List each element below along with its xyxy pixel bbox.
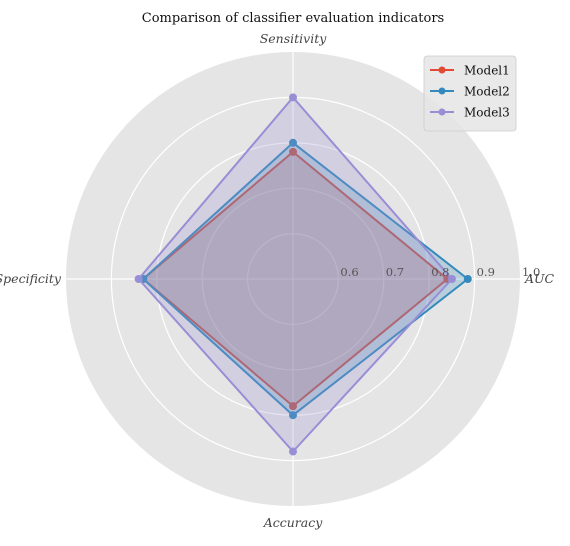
data-point-model3-sensitivity [289,93,297,102]
legend-item-model3: Model3 [430,106,510,120]
data-point-model1-sensitivity [289,147,297,156]
r-tick-label: 1.0 [522,265,540,279]
r-tick-label: 0.8 [431,265,449,279]
axis-label-specificity: Specificity [0,271,62,286]
axis-label-auc: AUC [524,271,555,286]
data-point-model3-specificity [134,275,143,283]
r-tick-label: 0.6 [340,265,358,279]
legend-item-model2: Model2 [430,85,510,99]
legend-item-model1: Model1 [430,64,510,78]
label-layer: 0.6 0.7 0.8 0.9 1.0 Sensitivity AUC Accuracy Spe… [0,31,555,530]
r-tick-label: 0.7 [386,265,404,279]
legend-marker [438,66,446,74]
legend-marker [438,108,446,116]
series-fill-model2 [143,142,468,416]
legend-label: Model3 [464,106,510,120]
data-point-model2-auc [463,275,472,283]
legend: Model1 Model2 Model3 [423,55,517,132]
chart-title: Comparison of classifier evaluation indi… [142,11,444,26]
axis-label-accuracy: Accuracy [263,515,324,530]
legend-marker [438,87,446,95]
series-layer [134,93,472,456]
data-point-model2-accuracy [289,411,297,420]
legend-label: Model2 [464,85,510,99]
axis-label-sensitivity: Sensitivity [260,31,328,46]
legend-label: Model1 [464,64,510,78]
r-tick-label: 0.9 [477,265,495,279]
data-point-model1-accuracy [289,402,297,411]
data-point-model3-accuracy [289,447,297,456]
data-point-model2-sensitivity [289,138,297,147]
data-point-model3-auc [447,275,456,283]
